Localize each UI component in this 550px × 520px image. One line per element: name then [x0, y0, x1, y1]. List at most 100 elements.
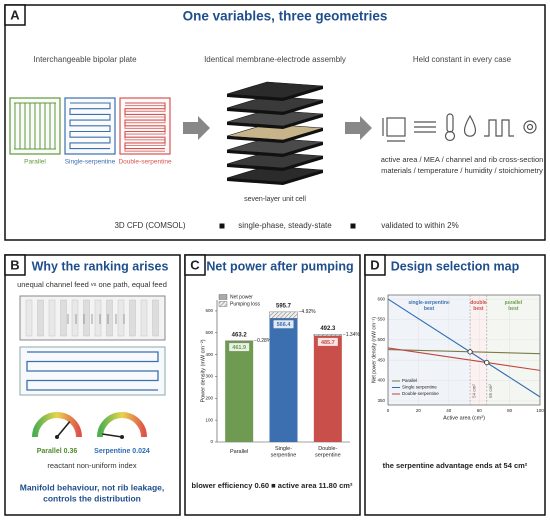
gauge-arc: [97, 412, 147, 438]
x-tick-label: 40: [446, 408, 452, 413]
y-tick-label: 400: [377, 378, 385, 383]
panel-label: D: [370, 257, 379, 272]
panel-d: [364, 254, 546, 516]
threshold-label: 54 cm²: [471, 384, 476, 398]
value-label: 566.4: [277, 322, 292, 328]
serpentine: [69, 102, 111, 150]
legend-label: Single serpentine: [402, 385, 437, 390]
plate-name: Parallel: [24, 159, 46, 166]
value-label: 461.9: [232, 345, 246, 351]
column-heading: Held constant in every case: [413, 55, 512, 64]
region-label: double best: [470, 300, 487, 312]
gauge-label: Serpentine 0.024: [94, 448, 150, 455]
gauge-name: Serpentine: [94, 448, 130, 455]
legend-label: Net power: [230, 294, 253, 300]
gauge-name: Parallel: [37, 448, 62, 455]
total-label: 492.3: [320, 326, 336, 332]
panel-label-box: [4, 254, 26, 276]
channel: [83, 299, 90, 337]
gauge-caption: reactant non-uniform index: [47, 461, 136, 470]
channel: [129, 299, 136, 337]
channel: [94, 299, 102, 337]
constant-text: active area / MEA / channel and rib cros…: [381, 155, 544, 164]
method-text: 3D CFD (COMSOL): [114, 221, 185, 230]
x-tick-label: Parallel: [230, 449, 248, 455]
x-tick-label: Double-serpentine: [315, 446, 341, 459]
constant-icons: [382, 113, 537, 142]
bar: [225, 341, 254, 442]
y-tick-label: 500: [377, 337, 385, 342]
plate-name: Double-serpentine: [118, 159, 172, 166]
method-text: single-phase, steady-state: [238, 221, 332, 230]
footer-part: active area 11.80 cm²: [278, 481, 353, 490]
plate-name: Single-serpentine: [65, 159, 116, 166]
panel-title: Net power after pumping: [206, 259, 353, 273]
gauge-hub: [55, 435, 59, 439]
panel-label: B: [10, 257, 19, 272]
panel-title: One variables, three geometries: [183, 9, 388, 24]
x-tick-label: Single-serpentine: [271, 446, 297, 459]
change-label: −0.28%: [254, 338, 272, 344]
x-tick-label: 20: [416, 408, 422, 413]
threshold-label: 65 cm²: [488, 384, 493, 398]
bar: [313, 335, 342, 442]
gauge-needle: [102, 433, 123, 438]
panel-title: Design selection map: [391, 259, 520, 273]
legend-label: Double-serpentine: [402, 391, 439, 396]
stack-edge: [227, 156, 323, 171]
region-label: single-serpentine best: [408, 300, 450, 312]
panel-label: A: [10, 7, 20, 22]
y-axis-label: Net power density (mW cm⁻²): [371, 317, 377, 383]
panel-label: C: [190, 257, 200, 272]
y-tick-label: 0: [210, 439, 213, 444]
channel: [37, 299, 44, 337]
series-line: [387, 298, 541, 398]
series-line: [387, 347, 541, 371]
crossing-marker: [484, 359, 490, 366]
stack-edge: [227, 114, 323, 129]
total-label: 463.2: [232, 332, 248, 338]
x-axis-label: Active area (cm²): [443, 415, 485, 421]
y-tick-label: 550: [377, 317, 385, 322]
channel: [25, 299, 33, 337]
arrow: [345, 116, 372, 140]
method-text: validated to within 2%: [381, 221, 458, 230]
legend-label: Parallel: [402, 378, 417, 383]
channel: [48, 299, 56, 337]
channel: [60, 299, 67, 337]
channel: [140, 299, 148, 337]
region: [470, 295, 487, 405]
legend-label: Pumping loss: [230, 301, 261, 307]
y-tick-label: 600: [377, 296, 385, 301]
constant-text: materials / temperature / humidity / sto…: [381, 166, 543, 175]
panel-label-box: [4, 4, 26, 26]
y-tick-label: 200: [205, 395, 213, 400]
pumping-loss-segment: [313, 334, 343, 337]
stack-edge: [227, 170, 323, 185]
y-tick-label: 350: [377, 398, 385, 403]
stack-edge: [227, 142, 323, 157]
footer: the serpentine advantage ends at 54 cm²: [383, 461, 528, 470]
channel: [71, 299, 79, 337]
footer-part: blower efficiency 0.60: [192, 481, 270, 490]
subtitle: unequal channel feed vs one path, equal …: [17, 280, 167, 289]
subtitle-part: vs: [91, 282, 97, 288]
x-tick-label: 60: [477, 408, 483, 413]
y-tick-label: 400: [205, 352, 213, 357]
series-line: [387, 349, 541, 355]
conclusion: Manifold behaviour, not rib leakage, cont…: [20, 483, 165, 504]
value-label: 485.7: [321, 340, 335, 346]
channel: [152, 299, 159, 337]
y-axis-label: Power density (mW cm⁻²): [200, 339, 206, 402]
change-label: −1.34%: [343, 332, 361, 338]
channel: [117, 299, 125, 337]
stack-caption: seven-layer unit cell: [244, 196, 306, 203]
legend-swatch: [218, 301, 228, 307]
y-tick-label: 450: [377, 357, 385, 362]
gauge-needle: [56, 421, 71, 438]
serpentine-path: [26, 351, 159, 391]
subtitle-part: one path, equal feed: [99, 280, 167, 289]
crossing-marker: [467, 349, 473, 355]
value-box: [273, 320, 294, 329]
